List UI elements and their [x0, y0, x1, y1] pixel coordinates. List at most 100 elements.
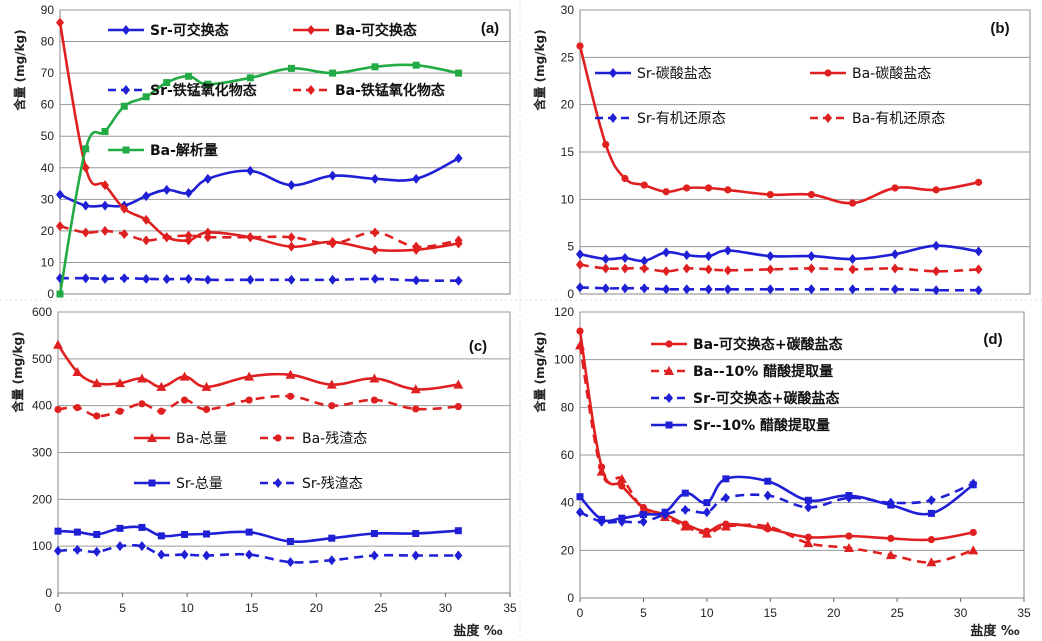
panel-c-chart: 0 100 200 300 400 500 600 0 5 10 15 20 25 30 35 含量 (mg/…: [10, 305, 517, 639]
data-point: [616, 473, 627, 483]
legend-marker: [307, 85, 315, 95]
data-point: [120, 229, 129, 240]
x-tick-label: 15: [245, 601, 259, 615]
legend-item: Sr-可交换态+碳酸盐态: [651, 390, 840, 407]
legend-marker: [824, 113, 832, 123]
data-point: [969, 481, 977, 489]
legend-item: Ba-残渣态: [260, 431, 367, 447]
data-point: [285, 369, 296, 379]
data-point: [203, 173, 212, 184]
panel-a-chart: 0 10 20 30 40 50 60 70 80 90 含量 (mg/kg) (a) Sr-可交换态 B…: [12, 3, 511, 301]
legend-item: Sr-总量: [134, 476, 223, 492]
data-point: [803, 538, 814, 548]
data-point: [974, 285, 983, 296]
data-point: [81, 162, 90, 173]
data-point: [454, 235, 463, 246]
data-point: [82, 145, 90, 153]
y-tick-label: 5: [567, 240, 574, 254]
legend-label: Ba-铁锰氧化物态: [335, 82, 445, 99]
data-point: [454, 403, 462, 411]
data-point: [766, 284, 775, 295]
data-point: [621, 253, 629, 264]
data-point: [136, 373, 147, 383]
data-point: [73, 528, 81, 536]
data-point: [203, 530, 211, 538]
legend-label: Ba-残渣态: [302, 431, 367, 447]
data-point: [932, 186, 940, 194]
legend-label: Ba-有机还原态: [852, 111, 945, 127]
legend-item: Sr-碳酸盐态: [595, 66, 712, 82]
data-point: [93, 412, 101, 420]
legend-item: Sr-有机还原态: [595, 111, 726, 127]
y-tick-label: 60: [41, 98, 55, 112]
data-point: [326, 379, 337, 389]
series-line: [58, 22, 459, 253]
data-point: [179, 371, 190, 381]
data-point: [576, 507, 584, 518]
y-tick-label: 600: [32, 305, 52, 319]
data-point: [807, 284, 816, 295]
data-point: [640, 181, 648, 189]
data-point: [92, 546, 101, 557]
data-point: [412, 275, 421, 286]
data-point: [575, 340, 585, 350]
legend-item: Ba-总量: [134, 431, 227, 447]
series-b-3: [576, 259, 983, 277]
data-point: [766, 264, 775, 275]
legend-item: Ba-可交换态: [293, 22, 417, 39]
y-tick-label: 0: [567, 591, 574, 605]
legend-label: Ba-可交换态: [335, 22, 417, 39]
y-tick-label: 100: [554, 353, 574, 367]
x-tick-label: 0: [55, 601, 62, 615]
data-point: [184, 230, 193, 241]
data-point: [371, 273, 379, 284]
x-tick-label: 35: [503, 601, 517, 615]
legend-label: Sr-残渣态: [302, 476, 363, 492]
data-point: [370, 550, 379, 561]
x-tick-label: 10: [180, 601, 194, 615]
legend: Sr-可交换态 Ba-可交换态 Sr-铁锰氧化物态 Ba-铁锰氧化物态 Ba-解析量: [108, 22, 445, 159]
legend-item: Sr--10% 醋酸提取量: [651, 417, 830, 434]
data-point: [724, 186, 732, 194]
legend-marker: [274, 434, 282, 442]
data-point: [848, 264, 857, 275]
y-tick-label: 25: [561, 50, 575, 64]
legend-label: Ba-解析量: [150, 142, 218, 159]
x-tick-label: 0: [577, 606, 584, 620]
data-point: [246, 165, 255, 176]
data-point: [576, 259, 584, 270]
legend-label: Ba--10% 醋酸提取量: [693, 363, 833, 380]
y-tick-label: 70: [41, 66, 55, 80]
y-tick-label: 0: [567, 287, 574, 301]
data-point: [885, 550, 896, 560]
data-point: [412, 61, 420, 69]
data-point: [453, 379, 464, 389]
data-point: [245, 528, 253, 536]
data-point: [454, 550, 463, 561]
legend-marker: [665, 340, 673, 348]
data-point: [621, 174, 629, 183]
data-point: [142, 93, 150, 101]
data-point: [621, 283, 629, 294]
data-point: [845, 532, 853, 540]
data-point: [204, 80, 212, 88]
panel-d-chart: 0 20 40 60 80 100 120 0 5 10 15 20 25 30 35 含量 (mg/kg) 盐…: [532, 305, 1031, 639]
data-point: [703, 499, 711, 507]
legend-marker: [148, 479, 156, 487]
data-point: [766, 191, 774, 199]
data-point: [101, 127, 109, 135]
data-point: [683, 184, 691, 192]
data-point: [120, 203, 129, 214]
x-axis-label: 盐度 ‰: [970, 623, 1020, 639]
data-point: [370, 530, 378, 538]
data-point: [702, 507, 711, 518]
data-point: [932, 266, 941, 277]
data-point: [576, 327, 584, 335]
data-point: [974, 264, 983, 275]
y-axis-label: 含量 (mg/kg): [12, 29, 27, 110]
data-point: [969, 528, 977, 537]
data-point: [974, 246, 983, 257]
data-point: [54, 545, 62, 556]
